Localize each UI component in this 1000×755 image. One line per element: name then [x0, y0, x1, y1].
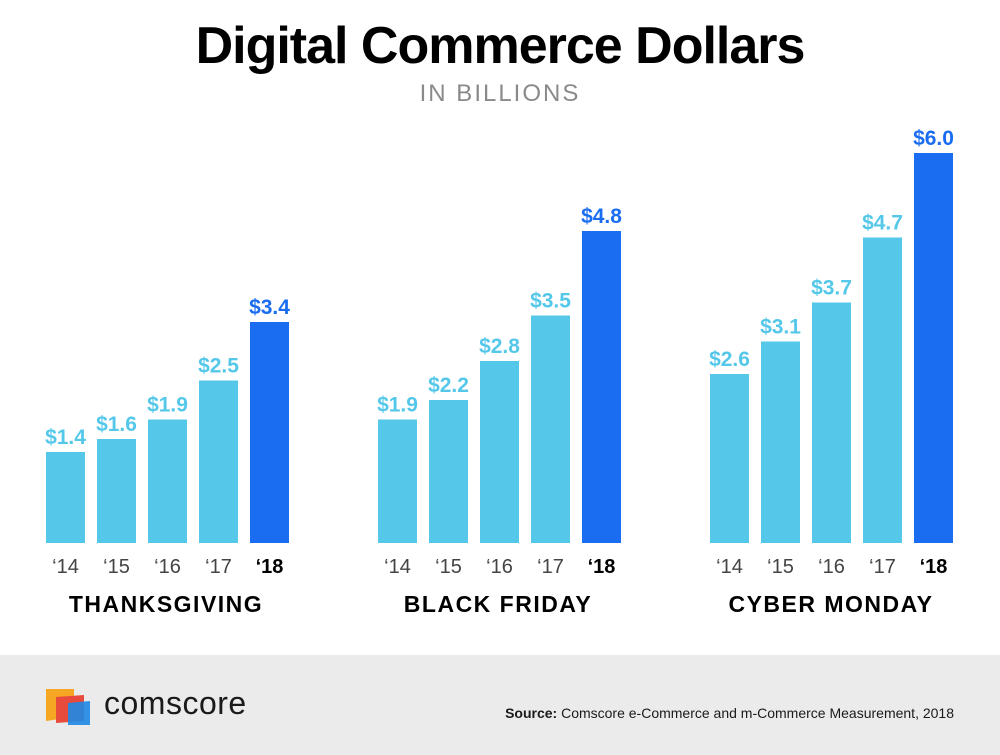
- value-label-thanksgiving-1: $1.6: [96, 413, 137, 436]
- source-label: Source:: [505, 705, 558, 721]
- tick-label-cyber-monday-3: ‘17: [869, 556, 896, 578]
- tick-label-thanksgiving-4: ‘18: [256, 556, 284, 578]
- value-label-thanksgiving-0: $1.4: [45, 426, 86, 449]
- value-label-black-friday-1: $2.2: [428, 374, 469, 397]
- bar-black-friday-1: [429, 400, 468, 543]
- tick-label-black-friday-1: ‘15: [435, 556, 462, 578]
- tick-label-thanksgiving-3: ‘17: [205, 556, 232, 578]
- value-label-black-friday-0: $1.9: [377, 394, 418, 417]
- value-label-thanksgiving-2: $1.9: [147, 394, 188, 417]
- value-label-black-friday-2: $2.8: [479, 335, 520, 358]
- tick-label-thanksgiving-0: ‘14: [52, 556, 79, 578]
- bar-black-friday-2: [480, 361, 519, 543]
- tick-label-black-friday-3: ‘17: [537, 556, 564, 578]
- bar-black-friday-0: [378, 419, 417, 543]
- value-label-black-friday-4: $4.8: [581, 205, 622, 228]
- tick-label-cyber-monday-4: ‘18: [920, 556, 948, 578]
- bar-black-friday-3: [531, 315, 570, 543]
- comscore-logo-icon: [46, 689, 90, 725]
- bar-cyber-monday-3: [863, 237, 902, 543]
- tick-label-thanksgiving-1: ‘15: [103, 556, 130, 578]
- group-label-cyber-monday: CYBER MONDAY: [728, 591, 933, 617]
- source-text: Comscore e-Commerce and m-Commerce Measu…: [557, 705, 954, 721]
- bar-cyber-monday-1: [761, 341, 800, 543]
- tick-label-cyber-monday-2: ‘16: [818, 556, 845, 578]
- value-label-thanksgiving-3: $2.5: [198, 355, 239, 378]
- value-label-cyber-monday-3: $4.7: [862, 212, 903, 235]
- value-label-black-friday-3: $3.5: [530, 290, 571, 313]
- bar-cyber-monday-4: [914, 153, 953, 543]
- bar-cyber-monday-0: [710, 374, 749, 543]
- bar-black-friday-4: [582, 231, 621, 543]
- group-label-thanksgiving: THANKSGIVING: [69, 591, 263, 617]
- value-label-cyber-monday-0: $2.6: [709, 348, 750, 371]
- value-label-thanksgiving-4: $3.4: [249, 296, 290, 319]
- bar-cyber-monday-2: [812, 302, 851, 543]
- tick-label-black-friday-0: ‘14: [384, 556, 411, 578]
- source-note: Source: Comscore e-Commerce and m-Commer…: [505, 705, 954, 721]
- bar-thanksgiving-0: [46, 452, 85, 543]
- footer: comscore Source: Comscore e-Commerce and…: [0, 655, 1000, 755]
- bar-thanksgiving-1: [97, 439, 136, 543]
- bar-thanksgiving-3: [199, 380, 238, 543]
- group-label-black-friday: BLACK FRIDAY: [404, 591, 592, 617]
- tick-label-cyber-monday-1: ‘15: [767, 556, 794, 578]
- tick-label-thanksgiving-2: ‘16: [154, 556, 181, 578]
- bar-thanksgiving-2: [148, 419, 187, 543]
- tick-label-black-friday-4: ‘18: [588, 556, 616, 578]
- value-label-cyber-monday-2: $3.7: [811, 277, 852, 300]
- chart-subtitle: IN BILLIONS: [419, 80, 581, 107]
- tick-label-black-friday-2: ‘16: [486, 556, 513, 578]
- value-label-cyber-monday-4: $6.0: [913, 127, 954, 150]
- bar-thanksgiving-4: [250, 322, 289, 543]
- tick-label-cyber-monday-0: ‘14: [716, 556, 743, 578]
- brand-name: comscore: [104, 685, 247, 721]
- value-label-cyber-monday-1: $3.1: [760, 316, 801, 339]
- bar-chart: $1.4 ‘14 $1.6 ‘15 $1.9 ‘16 $2.5 ‘17 $3.4 ‘18 THANK…: [45, 127, 954, 617]
- chart-title: Digital Commerce Dollars: [195, 17, 806, 75]
